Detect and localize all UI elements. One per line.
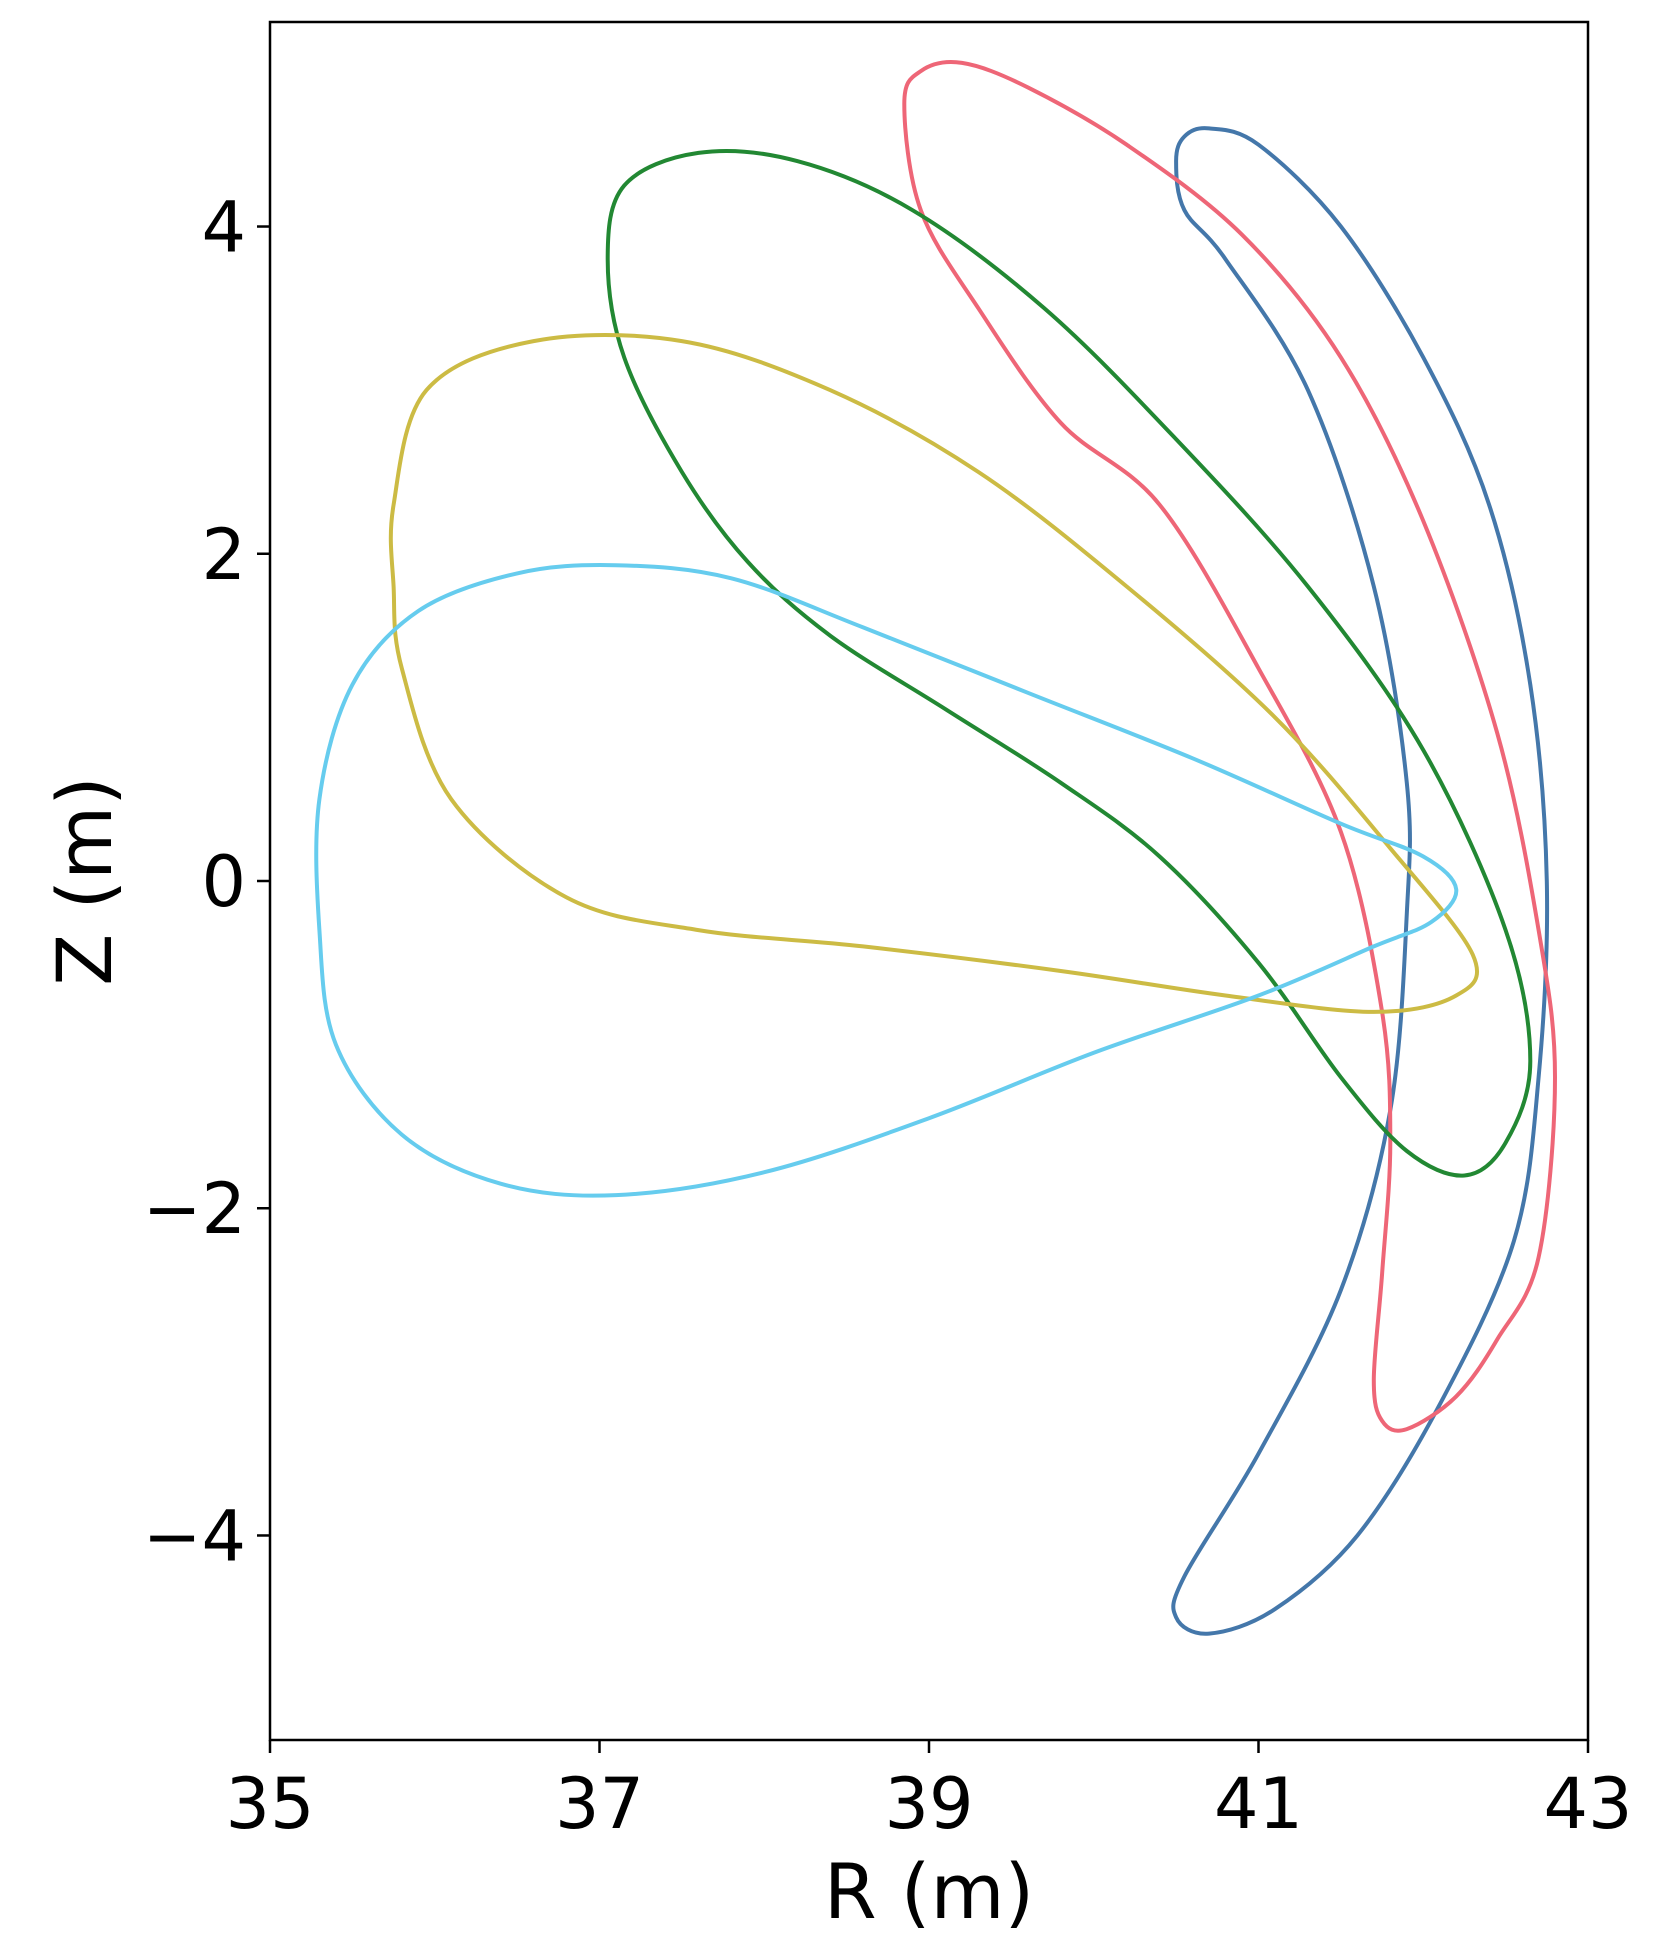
y-tick-label: 0 — [201, 841, 246, 923]
series-line-5 — [314, 563, 1459, 1198]
x-tick-label: 43 — [1543, 1763, 1632, 1845]
x-axis-label: R (m) — [824, 1847, 1034, 1936]
series-line-1 — [1171, 126, 1550, 1636]
y-tick-label: 4 — [201, 187, 246, 269]
x-tick-label: 41 — [1214, 1763, 1303, 1845]
y-tick-label: −2 — [143, 1168, 246, 1250]
series-line-3 — [605, 149, 1533, 1178]
curves-layer — [314, 60, 1557, 1636]
x-tick-label: 39 — [884, 1763, 973, 1845]
x-tick-label: 37 — [555, 1763, 644, 1845]
y-ticks: −4 −2 0 2 4 — [143, 187, 270, 1577]
plot-frame — [268, 20, 1590, 1742]
y-axis-label: Z (m) — [40, 776, 129, 986]
x-ticks: 35 37 39 41 43 — [225, 1740, 1633, 1845]
y-tick-label: 2 — [201, 514, 246, 596]
series-line-4 — [388, 332, 1480, 1014]
y-tick-label: −4 — [143, 1495, 246, 1577]
series-line-2 — [902, 60, 1557, 1433]
x-tick-label: 35 — [225, 1763, 314, 1845]
